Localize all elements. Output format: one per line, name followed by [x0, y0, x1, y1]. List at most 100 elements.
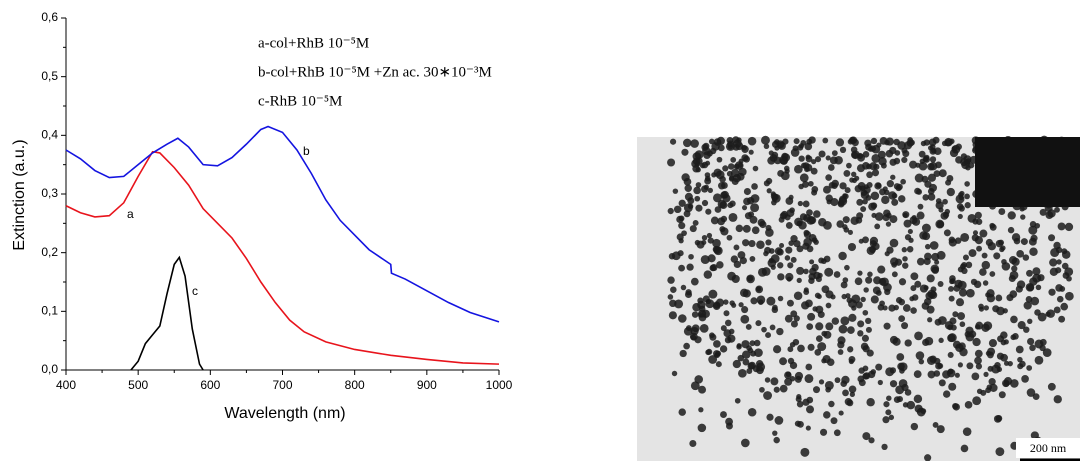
particle: [942, 198, 948, 205]
particle: [716, 261, 724, 269]
particle: [879, 137, 888, 145]
particle: [855, 301, 863, 309]
particle: [685, 289, 692, 296]
particle: [827, 164, 835, 171]
particle: [802, 180, 809, 188]
particle: [704, 172, 711, 178]
particle: [922, 194, 929, 201]
particle: [772, 304, 778, 311]
particle: [975, 363, 983, 370]
particle: [737, 251, 746, 259]
particle: [861, 334, 869, 342]
particle: [829, 156, 838, 165]
particle: [723, 299, 729, 305]
particle: [1059, 286, 1066, 292]
particle: [724, 336, 732, 344]
particle: [777, 170, 785, 177]
particle: [910, 285, 917, 292]
particle: [726, 234, 733, 241]
particle: [1026, 269, 1033, 277]
particle: [796, 245, 804, 253]
line-series: [130, 255, 204, 371]
particle: [881, 443, 888, 451]
particle: [1053, 241, 1061, 250]
particle: [797, 200, 803, 207]
particle: [720, 325, 727, 332]
particle: [891, 271, 898, 278]
particle: [964, 193, 970, 200]
particle: [813, 271, 821, 280]
particle: [690, 139, 699, 148]
particle: [874, 223, 881, 230]
particle: [695, 157, 703, 165]
particle: [719, 345, 728, 353]
particle: [971, 372, 980, 381]
particle: [885, 221, 892, 227]
particle: [934, 259, 940, 265]
particle: [898, 315, 906, 323]
particle: [988, 378, 996, 386]
particle: [1009, 270, 1019, 280]
particle: [1011, 265, 1018, 272]
particle: [958, 192, 964, 198]
particle: [931, 266, 940, 274]
particle: [821, 285, 830, 294]
particle: [889, 367, 897, 374]
particle: [1058, 315, 1066, 323]
particle: [891, 192, 898, 199]
particle: [872, 169, 880, 177]
particle: [735, 224, 744, 233]
particle: [948, 382, 957, 391]
particle: [772, 430, 778, 436]
particle: [803, 268, 809, 275]
annotation: a-col+RhB 10⁻⁵M: [258, 35, 369, 51]
particle: [883, 322, 891, 330]
particle: [862, 151, 870, 158]
particle: [995, 447, 1005, 457]
particle: [910, 272, 919, 281]
particle: [851, 294, 861, 304]
particle: [793, 291, 803, 301]
particle: [700, 185, 709, 193]
particle: [689, 439, 697, 448]
particle: [1000, 245, 1006, 251]
particle: [1025, 282, 1035, 292]
particle: [874, 212, 884, 221]
particle: [947, 351, 954, 358]
particle: [765, 228, 774, 237]
particle: [987, 242, 996, 251]
particle: [991, 364, 1001, 374]
particle: [847, 242, 857, 252]
particle: [707, 187, 713, 193]
particle: [840, 316, 850, 326]
particle: [697, 297, 704, 304]
particle: [1061, 262, 1069, 270]
particle: [927, 193, 936, 201]
particle: [737, 162, 743, 168]
particle: [1016, 280, 1026, 289]
particle: [874, 182, 882, 190]
particle: [936, 425, 945, 434]
particle: [713, 246, 722, 255]
particle: [790, 256, 797, 263]
particle: [809, 259, 815, 265]
particle: [966, 362, 974, 370]
particle: [933, 147, 942, 156]
particle: [1012, 333, 1019, 340]
particle: [763, 250, 769, 257]
particle: [1011, 233, 1021, 242]
x-tick-label: 400: [56, 378, 76, 392]
particle: [667, 158, 676, 167]
particle: [729, 200, 736, 207]
particle: [941, 140, 948, 147]
particle: [703, 151, 711, 159]
particle: [836, 220, 845, 228]
particle: [699, 162, 706, 169]
particle: [793, 315, 800, 322]
particle: [857, 320, 865, 328]
particle: [692, 219, 699, 226]
particle: [860, 190, 870, 200]
particle: [823, 185, 831, 194]
particle: [877, 150, 886, 159]
particle: [865, 317, 872, 325]
